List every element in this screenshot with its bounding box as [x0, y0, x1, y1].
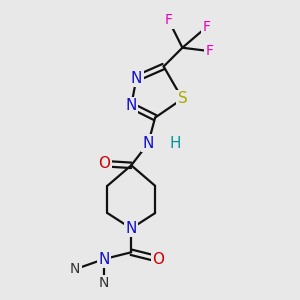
Text: O: O [152, 252, 164, 267]
Text: O: O [98, 156, 110, 171]
Text: F: F [165, 14, 173, 28]
Text: N: N [131, 71, 142, 86]
Text: F: F [202, 20, 210, 34]
Text: F: F [206, 44, 214, 58]
Text: S: S [178, 92, 187, 106]
Text: N: N [98, 252, 110, 267]
Text: N: N [142, 136, 154, 151]
Text: N: N [99, 276, 109, 290]
Text: N: N [126, 221, 137, 236]
Text: N: N [70, 262, 80, 276]
Text: H: H [170, 136, 181, 152]
Text: N: N [126, 98, 137, 113]
